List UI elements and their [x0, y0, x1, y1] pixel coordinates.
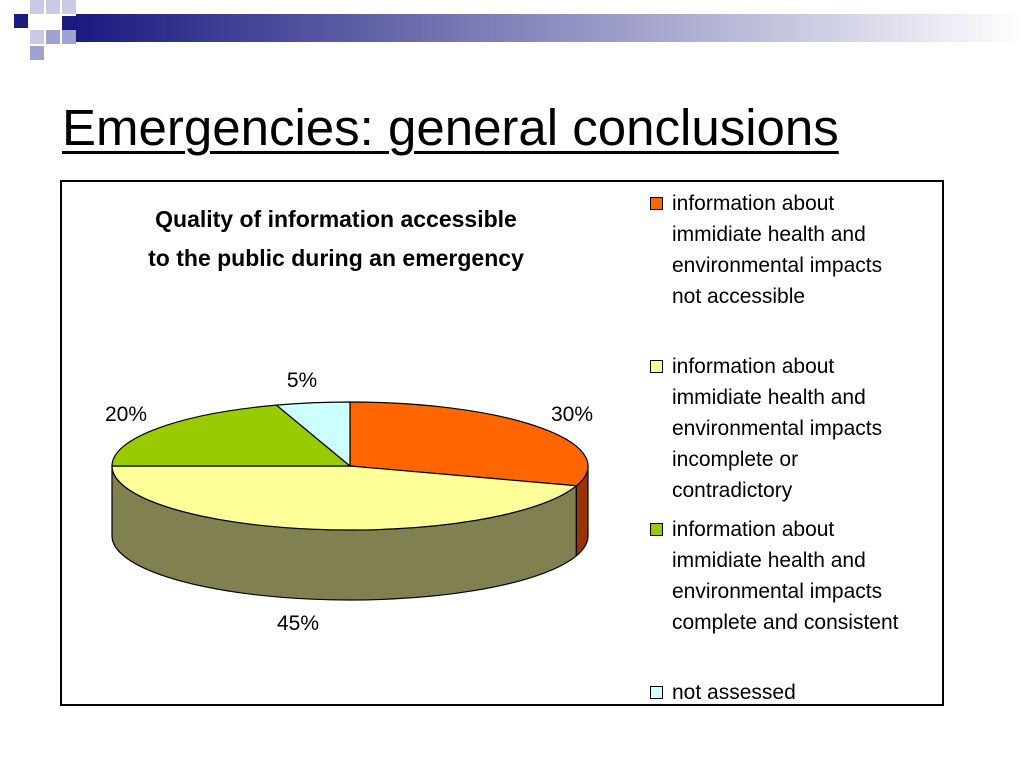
legend-label: not assessed	[672, 681, 796, 704]
legend-label: information about immidiate health and e…	[672, 518, 899, 634]
slice-not-assessed	[274, 401, 351, 468]
deco-square	[62, 0, 76, 14]
legend-label: information about immidiate health and e…	[672, 355, 883, 502]
deco-square	[46, 0, 60, 14]
slice-not-accessible	[349, 401, 589, 487]
data-label-complete: 20%	[105, 403, 147, 426]
legend-swatch	[650, 686, 663, 699]
data-label-incomplete: 45%	[277, 612, 319, 635]
legend-swatch	[650, 360, 663, 373]
legend-label: information about immidiate health and e…	[672, 192, 883, 308]
slide-title: Emergencies: general conclusions	[62, 99, 839, 156]
slide-header-decoration	[14, 0, 1024, 60]
legend-item-complete: information about immidiate health and e…	[650, 514, 940, 638]
chart-title-line-1: Quality of information accessible	[155, 206, 517, 232]
header-gradient-bar	[76, 14, 1024, 42]
legend-swatch	[650, 523, 663, 536]
slice-complete	[111, 404, 352, 467]
data-label-not-assessed: 5%	[287, 369, 317, 392]
deco-square	[30, 46, 44, 60]
deco-square	[62, 16, 76, 30]
legend-item-incomplete: information about immidiate health and e…	[650, 351, 940, 506]
slice-incomplete	[111, 465, 578, 531]
deco-square	[30, 30, 44, 44]
chart-title: Quality of information accessible to the…	[100, 200, 572, 278]
deco-square	[62, 30, 76, 44]
legend-item-not-assessed: not assessed	[650, 677, 940, 708]
deco-square	[46, 30, 60, 44]
deco-square	[30, 0, 44, 14]
data-label-not-accessible: 30%	[551, 403, 593, 426]
legend-swatch	[650, 197, 663, 210]
deco-square	[14, 14, 28, 28]
legend-item-not-accessible: information about immidiate health and e…	[650, 188, 940, 312]
chart-title-line-2: to the public during an emergency	[148, 245, 524, 271]
